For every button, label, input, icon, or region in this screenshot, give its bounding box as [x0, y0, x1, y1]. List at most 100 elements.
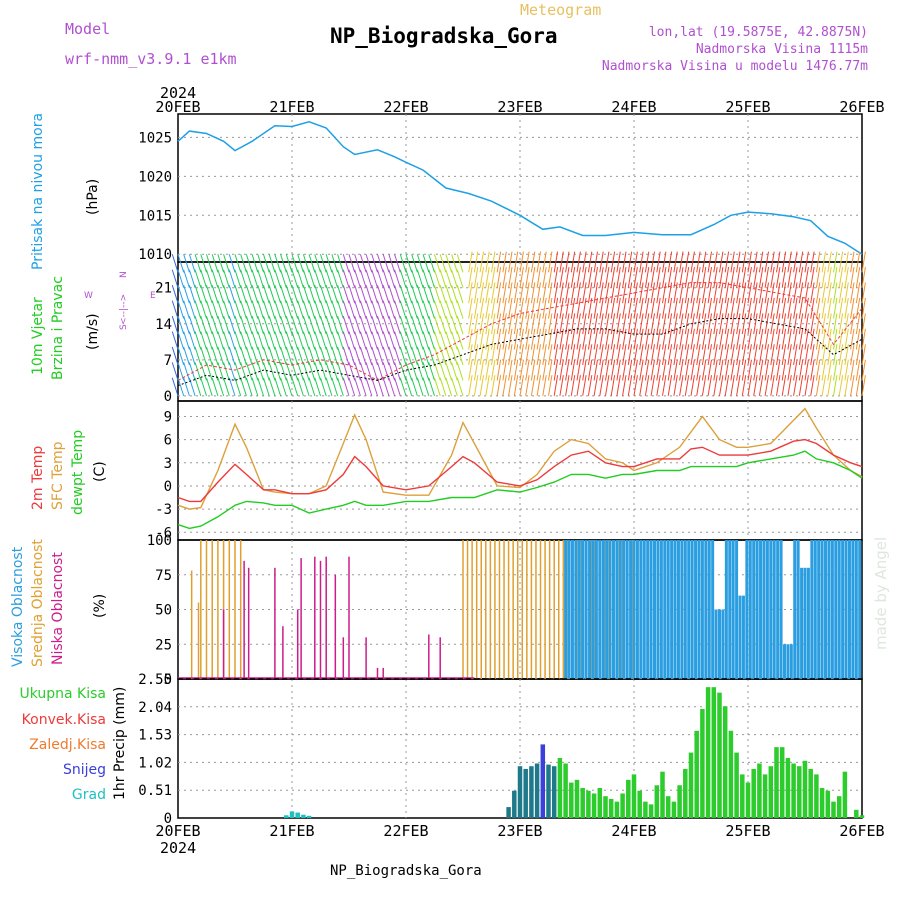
high-cloud-bar [683, 540, 687, 679]
high-cloud-bar [694, 540, 698, 679]
wind-barb [610, 251, 616, 273]
wind-barb [491, 313, 496, 335]
wind-barb [747, 313, 752, 335]
wind-barb [331, 285, 339, 304]
wind-barb [593, 344, 599, 366]
wind-barb [297, 331, 304, 350]
mid-cloud-bar [197, 602, 200, 679]
sfc-temp-line [177, 407, 863, 510]
wind-barb [211, 315, 219, 335]
wind-barb [359, 269, 367, 288]
wind-barb [205, 377, 213, 397]
wind-barb [302, 300, 310, 319]
wind-barb [525, 344, 530, 366]
wind-barb [245, 346, 253, 366]
wind-barb [428, 362, 435, 381]
wind-barb [325, 315, 333, 335]
wind-barb [610, 297, 616, 319]
wind-barb [502, 266, 507, 288]
wind-barb [553, 313, 559, 335]
footer-title: NP_Biogradska_Gora [330, 863, 482, 879]
high-cloud-bar [748, 540, 752, 679]
y-tick-label: 21 [155, 281, 172, 297]
wind-barb [331, 269, 339, 288]
wind-barb [319, 346, 327, 366]
wind-barb [662, 297, 667, 319]
wind-barb [319, 331, 327, 350]
wind-barb [570, 282, 576, 304]
wind-barb [359, 285, 367, 304]
wind-barb [827, 282, 832, 304]
wind-barb [821, 266, 827, 288]
wind-barb [599, 266, 604, 288]
model-elevation-text: Nadmorska Visina u modelu 1476.77m [602, 59, 868, 74]
y-tick-label: 2.04 [138, 700, 172, 716]
wind-barb [576, 344, 581, 366]
wind-barb [473, 251, 479, 273]
wind-barb [394, 315, 401, 335]
low-cloud-bar [334, 574, 337, 679]
wind-barb [223, 269, 230, 288]
wind-barb [479, 266, 485, 288]
wind-barb [747, 282, 752, 304]
wind-barb [656, 282, 661, 304]
x-tick-label-top: 21FEB [269, 98, 314, 116]
wind-barb [280, 346, 287, 366]
high-cloud-bar [735, 540, 739, 679]
wind-barb [297, 362, 304, 381]
low-cloud-bar [439, 637, 441, 679]
wind-barb [468, 344, 473, 366]
wind-barb [530, 297, 536, 319]
wind-barb [394, 377, 401, 397]
wind-barb [798, 328, 804, 350]
mid-cloud-bar [526, 540, 528, 679]
wind-barb [662, 282, 667, 304]
wind-barb [605, 297, 610, 319]
wind-barb [382, 315, 390, 335]
wind-barb [319, 269, 327, 288]
wind-barb [388, 331, 396, 350]
mid-cloud-bar [562, 540, 565, 679]
wind-barb [536, 359, 542, 381]
high-cloud-bar [728, 540, 732, 679]
wind-barb [194, 254, 202, 273]
mid-cloud-bar [205, 540, 208, 679]
wind-barb [713, 282, 718, 304]
wind-barb [485, 344, 490, 366]
wind-barb [667, 251, 673, 273]
wind-barb [741, 328, 747, 350]
wind-barb [753, 297, 758, 319]
high-cloud-bar [711, 540, 715, 679]
high-cloud-bar [772, 540, 776, 679]
wind-barb [365, 377, 373, 397]
wind-barb [223, 377, 230, 397]
wind-barb [850, 266, 855, 288]
wind-barb [690, 251, 695, 273]
wind-barb [633, 344, 638, 366]
wind-barb [280, 331, 287, 350]
wind-barb [456, 285, 464, 304]
wind-barb [770, 266, 775, 288]
wind-barb [656, 313, 661, 335]
high-cloud-bar [782, 644, 786, 679]
wind-barb [428, 285, 435, 304]
wind-barb [405, 377, 413, 397]
wind-barb [861, 266, 866, 288]
wind-barb [365, 285, 373, 304]
mid-cloud-bar [211, 540, 213, 679]
wind-barb [337, 315, 344, 335]
precip-bar [648, 804, 654, 818]
wind-barb [468, 282, 473, 304]
precip-bar [728, 730, 734, 818]
wind-barb [776, 297, 781, 319]
wind-barb [394, 346, 401, 366]
wind-barb [690, 328, 695, 350]
low-cloud-bar [319, 560, 322, 679]
wind-barb [798, 313, 804, 335]
wind-barb [741, 344, 747, 366]
wind-barb [701, 297, 707, 319]
high-cloud-bar [581, 540, 585, 679]
wind-barb [433, 346, 441, 366]
wind-barb [576, 266, 581, 288]
high-cloud-bar [622, 540, 626, 679]
